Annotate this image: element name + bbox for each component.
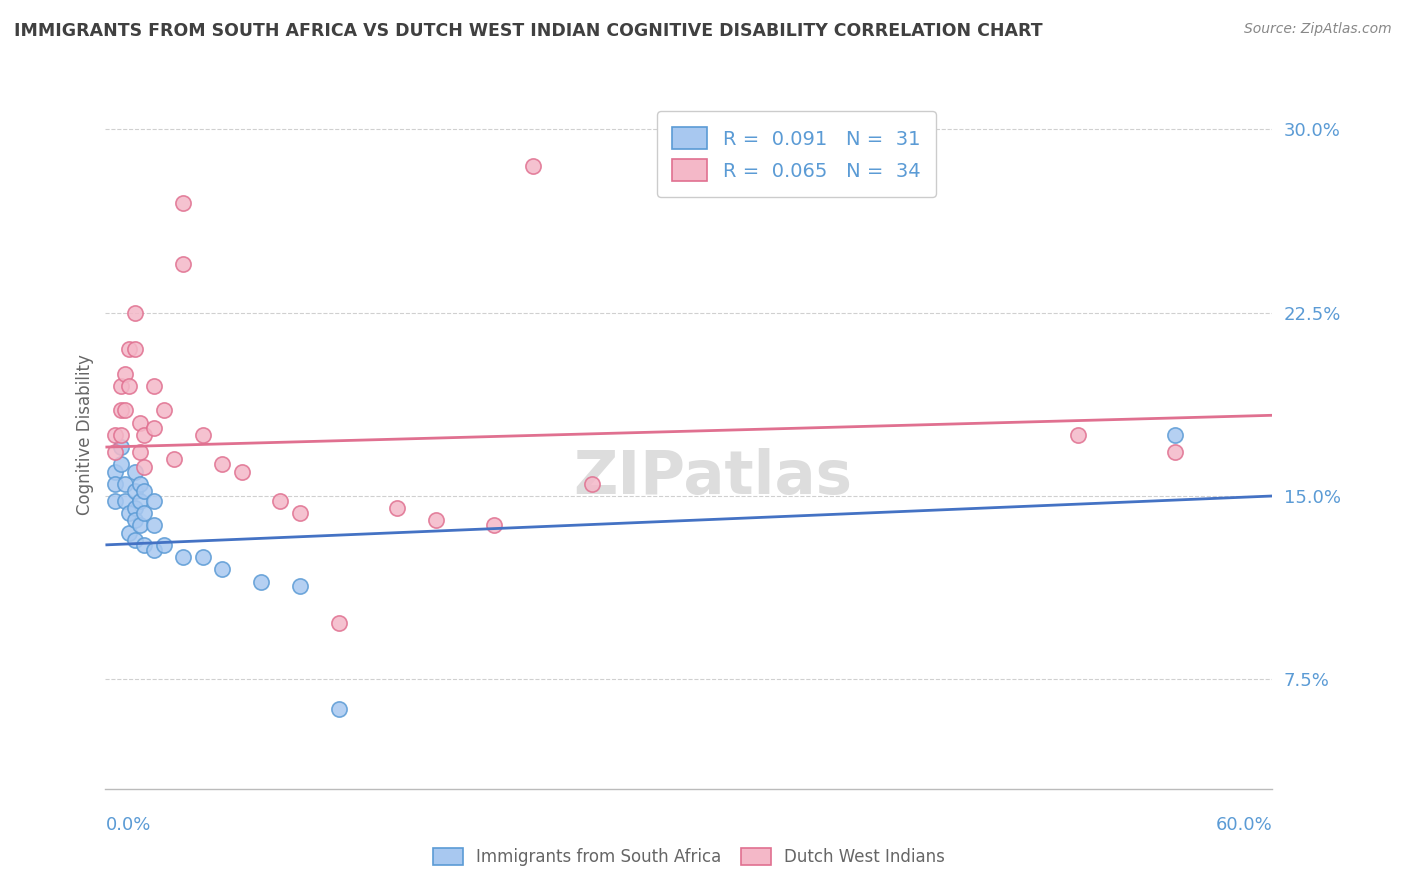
- Point: [1164, 445, 1187, 459]
- Point: [114, 476, 136, 491]
- Point: [124, 343, 146, 357]
- Point: [134, 506, 156, 520]
- Point: [270, 494, 292, 508]
- Point: [124, 513, 146, 527]
- Point: [114, 367, 136, 381]
- Point: [104, 494, 127, 508]
- Point: [124, 501, 146, 516]
- Point: [211, 457, 233, 471]
- Point: [153, 403, 174, 417]
- Point: [143, 494, 166, 508]
- Text: 0.0%: 0.0%: [105, 816, 150, 834]
- Point: [104, 445, 127, 459]
- Point: [1164, 428, 1187, 442]
- Point: [162, 452, 184, 467]
- Point: [124, 484, 146, 499]
- Point: [118, 506, 141, 520]
- Point: [172, 257, 194, 271]
- Point: [328, 616, 350, 631]
- Point: [191, 428, 214, 442]
- Point: [104, 476, 127, 491]
- Point: [288, 579, 311, 593]
- Point: [124, 533, 146, 547]
- Point: [114, 494, 136, 508]
- Point: [484, 518, 506, 533]
- Point: [143, 379, 166, 393]
- Point: [124, 305, 146, 319]
- Point: [118, 379, 141, 393]
- Point: [129, 476, 152, 491]
- Point: [143, 420, 166, 434]
- Point: [1067, 428, 1090, 442]
- Point: [143, 542, 166, 557]
- Point: [129, 416, 152, 430]
- Point: [172, 550, 194, 565]
- Point: [134, 428, 156, 442]
- Point: [124, 465, 146, 479]
- Point: [231, 465, 253, 479]
- Point: [134, 538, 156, 552]
- Legend: Immigrants from South Africa, Dutch West Indians: Immigrants from South Africa, Dutch West…: [425, 840, 953, 875]
- Point: [118, 525, 141, 540]
- Point: [110, 428, 132, 442]
- Point: [172, 195, 194, 210]
- Text: IMMIGRANTS FROM SOUTH AFRICA VS DUTCH WEST INDIAN COGNITIVE DISABILITY CORRELATI: IMMIGRANTS FROM SOUTH AFRICA VS DUTCH WE…: [14, 22, 1043, 40]
- Point: [328, 702, 350, 716]
- Point: [153, 538, 174, 552]
- Point: [134, 459, 156, 474]
- Point: [134, 484, 156, 499]
- Point: [110, 457, 132, 471]
- Point: [129, 494, 152, 508]
- Text: Source: ZipAtlas.com: Source: ZipAtlas.com: [1244, 22, 1392, 37]
- Point: [110, 403, 132, 417]
- Point: [110, 440, 132, 454]
- Point: [104, 428, 127, 442]
- Point: [129, 518, 152, 533]
- Text: ZIPatlas: ZIPatlas: [572, 448, 852, 507]
- Point: [288, 506, 311, 520]
- Point: [143, 518, 166, 533]
- Point: [104, 465, 127, 479]
- Point: [385, 501, 409, 516]
- Point: [581, 476, 603, 491]
- Point: [118, 343, 141, 357]
- Point: [211, 562, 233, 576]
- Text: 60.0%: 60.0%: [1216, 816, 1272, 834]
- Legend: R =  0.091   N =  31, R =  0.065   N =  34: R = 0.091 N = 31, R = 0.065 N = 34: [657, 112, 936, 197]
- Point: [129, 445, 152, 459]
- Point: [191, 550, 214, 565]
- Point: [114, 403, 136, 417]
- Point: [250, 574, 273, 589]
- Point: [522, 159, 544, 173]
- Point: [425, 513, 447, 527]
- Point: [110, 379, 132, 393]
- Y-axis label: Cognitive Disability: Cognitive Disability: [76, 354, 94, 516]
